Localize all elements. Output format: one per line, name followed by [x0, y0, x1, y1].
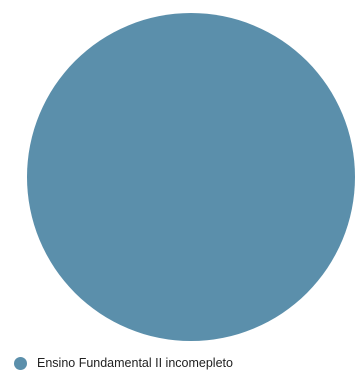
legend-swatch-0: [14, 356, 27, 370]
pie-slice-0: [27, 13, 355, 341]
legend-label-0: Ensino Fundamental II incomepleto: [37, 356, 233, 370]
legend: Ensino Fundamental II incomepleto: [14, 356, 233, 370]
